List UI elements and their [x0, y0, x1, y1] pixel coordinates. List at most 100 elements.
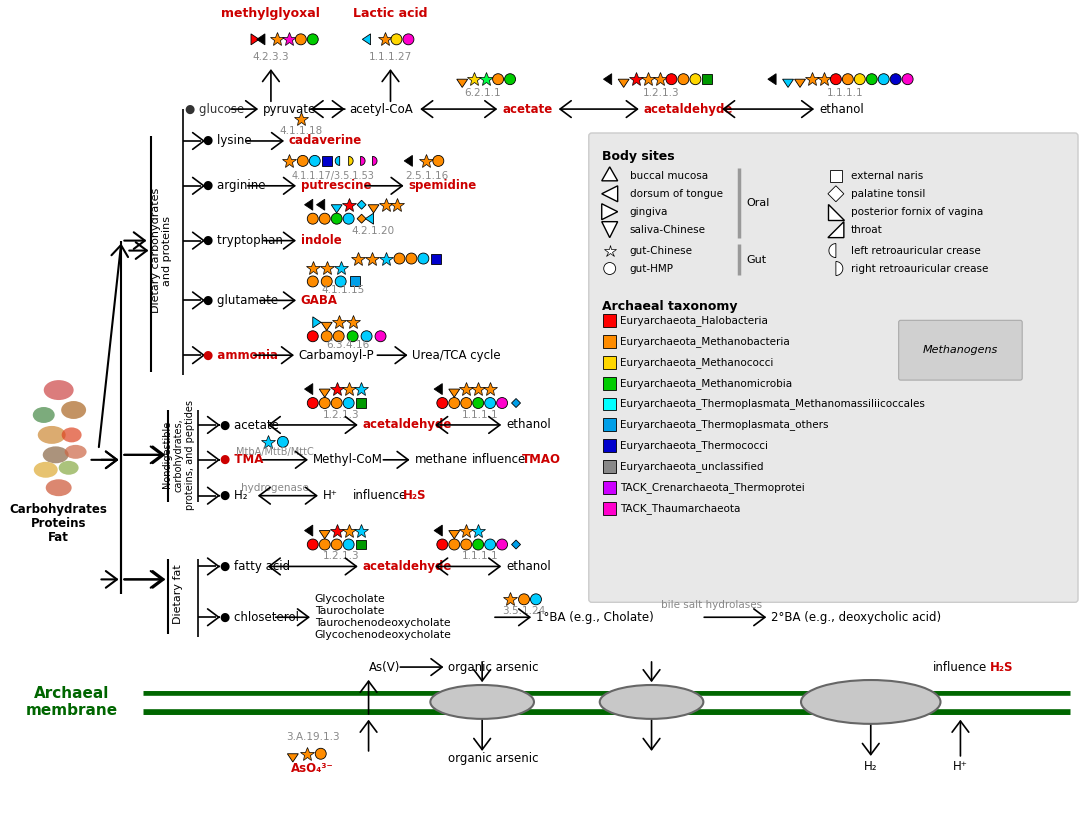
- Polygon shape: [368, 204, 379, 213]
- Text: 6.2.1.1: 6.2.1.1: [463, 88, 500, 98]
- Text: GABA: GABA: [301, 294, 338, 307]
- Ellipse shape: [32, 407, 55, 423]
- Text: 4.2.1.20: 4.2.1.20: [351, 226, 394, 236]
- Text: transporter: transporter: [620, 697, 683, 707]
- Text: ● arginine: ● arginine: [203, 179, 266, 192]
- Ellipse shape: [62, 428, 82, 443]
- Circle shape: [678, 74, 689, 85]
- Circle shape: [473, 398, 484, 408]
- Bar: [702, 74, 713, 84]
- Ellipse shape: [38, 426, 66, 444]
- Circle shape: [335, 276, 347, 287]
- Polygon shape: [321, 322, 333, 330]
- Ellipse shape: [62, 401, 86, 419]
- Ellipse shape: [65, 445, 86, 459]
- Bar: [604, 335, 617, 348]
- Text: Carbamoyl-P: Carbamoyl-P: [299, 348, 375, 362]
- Text: ethanol: ethanol: [819, 102, 864, 115]
- Circle shape: [403, 34, 414, 45]
- Text: 4.1.1.17/3.5.1.53: 4.1.1.17/3.5.1.53: [292, 171, 374, 181]
- Polygon shape: [404, 155, 413, 166]
- Polygon shape: [836, 262, 842, 276]
- Bar: [829, 170, 842, 182]
- Text: permease: permease: [455, 697, 510, 707]
- Circle shape: [321, 330, 333, 342]
- Text: ethanol: ethanol: [507, 560, 551, 573]
- Polygon shape: [316, 200, 325, 210]
- Text: 4.2.3.3: 4.2.3.3: [253, 52, 289, 62]
- Text: Euryarchaeota_Methanomicrobia: Euryarchaeota_Methanomicrobia: [620, 378, 792, 389]
- Text: ● tryptophan: ● tryptophan: [203, 234, 283, 247]
- Circle shape: [485, 398, 496, 408]
- Text: 1.1.1.27: 1.1.1.27: [369, 52, 413, 62]
- Text: AsO₄³⁻: AsO₄³⁻: [292, 762, 334, 775]
- Text: 1°BA (e.g., Cholate): 1°BA (e.g., Cholate): [536, 611, 653, 624]
- Circle shape: [332, 398, 342, 408]
- Text: 3.5.1.24: 3.5.1.24: [502, 606, 545, 616]
- Polygon shape: [287, 753, 298, 762]
- Text: saliva-Chinese: saliva-Chinese: [630, 225, 705, 235]
- Text: Dietary fat: Dietary fat: [173, 564, 184, 624]
- Text: Euryarchaeota_unclassified: Euryarchaeota_unclassified: [620, 461, 764, 472]
- Text: Carbohydrates: Carbohydrates: [10, 503, 108, 516]
- Circle shape: [866, 74, 877, 85]
- Text: dorsum of tongue: dorsum of tongue: [630, 189, 723, 199]
- Polygon shape: [320, 531, 330, 539]
- Text: Oral: Oral: [746, 198, 770, 208]
- Circle shape: [433, 155, 444, 166]
- Text: gut-Chinese: gut-Chinese: [630, 245, 692, 255]
- Circle shape: [320, 539, 330, 550]
- Circle shape: [315, 748, 326, 759]
- Polygon shape: [313, 317, 321, 328]
- Polygon shape: [828, 222, 843, 237]
- Polygon shape: [602, 222, 618, 237]
- Circle shape: [321, 276, 333, 287]
- Polygon shape: [828, 186, 843, 202]
- Text: cadaverine: cadaverine: [288, 134, 362, 147]
- Text: acetyl-CoA: acetyl-CoA: [350, 102, 414, 115]
- Circle shape: [504, 74, 515, 85]
- Circle shape: [492, 74, 503, 85]
- Polygon shape: [604, 74, 611, 85]
- Text: 1.1.1.1: 1.1.1.1: [462, 410, 499, 420]
- Circle shape: [473, 539, 484, 550]
- Text: throat: throat: [851, 225, 882, 235]
- Ellipse shape: [599, 685, 703, 719]
- Text: organic arsenic: organic arsenic: [448, 661, 539, 673]
- Text: 1.2.1.3: 1.2.1.3: [644, 88, 679, 98]
- Text: ● glutamate: ● glutamate: [203, 294, 279, 307]
- Polygon shape: [602, 186, 618, 202]
- Circle shape: [308, 398, 319, 408]
- Polygon shape: [512, 540, 521, 549]
- Text: H₂S: H₂S: [403, 489, 426, 502]
- Polygon shape: [768, 74, 777, 85]
- Text: Glycochenodeoxycholate: Glycochenodeoxycholate: [314, 630, 451, 640]
- Text: posterior fornix of vagina: posterior fornix of vagina: [851, 207, 983, 217]
- Circle shape: [332, 539, 342, 550]
- Text: Euryarchaeota_Thermoplasmata_Methanomassiliicoccales: Euryarchaeota_Thermoplasmata_Methanomass…: [620, 398, 924, 410]
- Bar: [604, 419, 617, 431]
- Text: Proteins: Proteins: [31, 517, 86, 530]
- Circle shape: [343, 539, 354, 550]
- Text: acetate: acetate: [502, 102, 552, 115]
- Circle shape: [278, 436, 288, 447]
- Circle shape: [308, 34, 319, 45]
- Text: 1.1.1.1: 1.1.1.1: [462, 551, 499, 561]
- Ellipse shape: [430, 685, 534, 719]
- Circle shape: [842, 74, 853, 85]
- Text: TACK_Crenarchaeota_Thermoprotei: TACK_Crenarchaeota_Thermoprotei: [620, 483, 805, 493]
- Circle shape: [436, 539, 448, 550]
- Polygon shape: [305, 384, 313, 394]
- Text: Euryarchaeota_Thermococci: Euryarchaeota_Thermococci: [620, 440, 768, 452]
- Text: Lactic acid: Lactic acid: [353, 7, 428, 20]
- Text: Glycocholate: Glycocholate: [314, 595, 386, 605]
- Circle shape: [391, 34, 402, 45]
- Circle shape: [449, 539, 460, 550]
- Bar: [322, 156, 332, 166]
- Text: acetaldehyde: acetaldehyde: [363, 419, 451, 431]
- Text: Methanogens: Methanogens: [922, 345, 998, 355]
- Polygon shape: [305, 525, 313, 536]
- Text: H₂S: H₂S: [990, 661, 1014, 673]
- Text: Euryarchaeota_Methanobacteria: Euryarchaeota_Methanobacteria: [620, 336, 789, 347]
- Text: influence: influence: [472, 453, 526, 466]
